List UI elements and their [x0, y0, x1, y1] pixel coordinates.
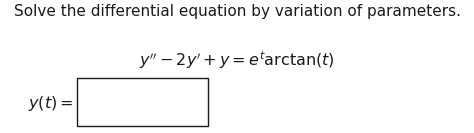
Text: $y'' - 2y' + y = e^t \mathrm{arctan}(t)$: $y'' - 2y' + y = e^t \mathrm{arctan}(t)$: [139, 49, 335, 71]
Text: $y(t) =$: $y(t) =$: [28, 94, 73, 113]
FancyBboxPatch shape: [77, 78, 208, 126]
Text: Solve the differential equation by variation of parameters.: Solve the differential equation by varia…: [13, 4, 461, 19]
